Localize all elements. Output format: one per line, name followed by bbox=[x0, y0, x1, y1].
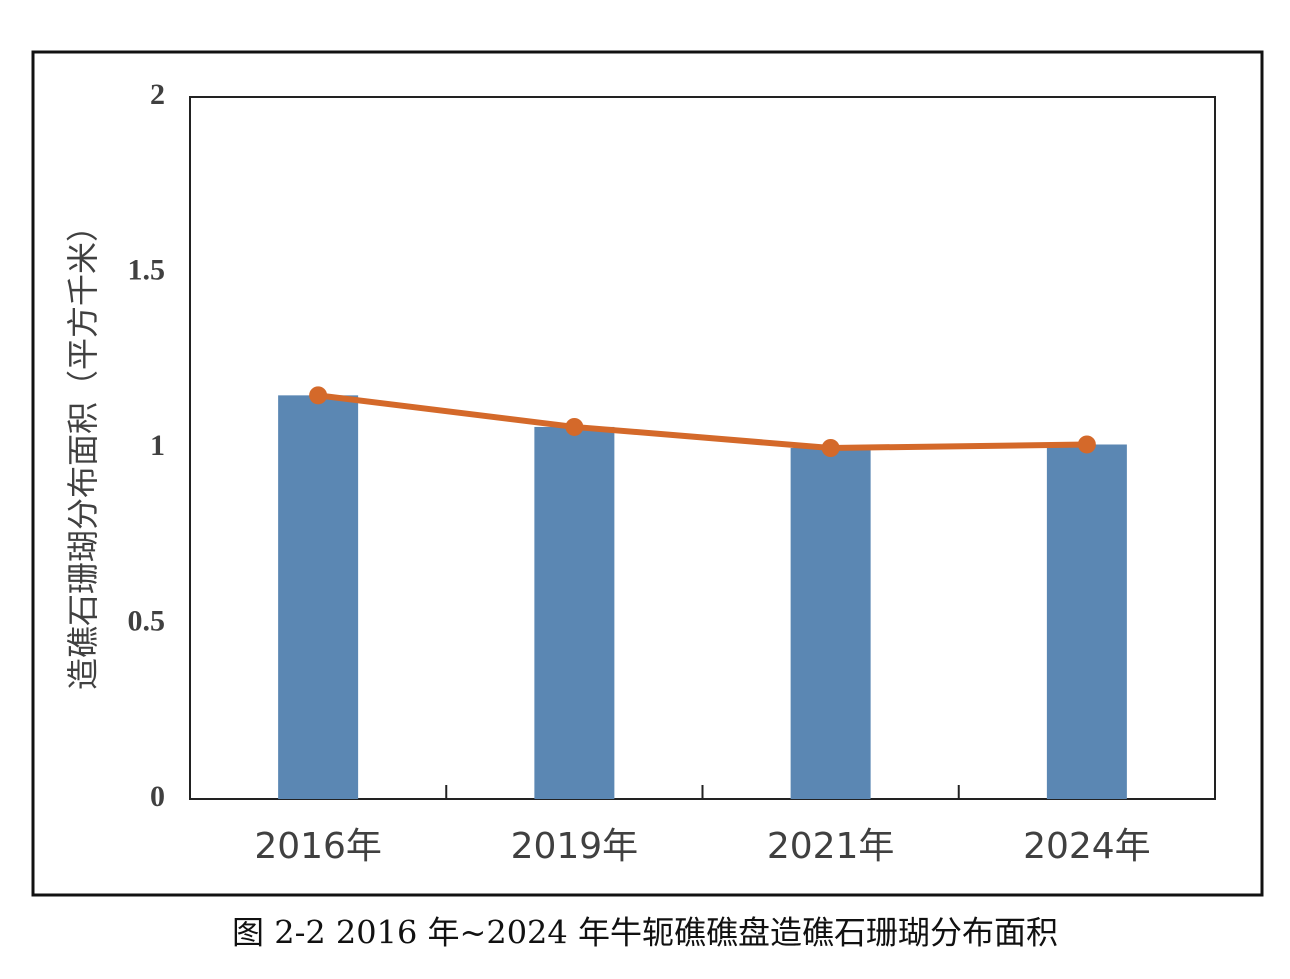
bar bbox=[1046, 444, 1127, 799]
y-tick-label: 0.5 bbox=[128, 604, 166, 637]
caption: 图 2-2 2016 年~2024 年牛轭礁礁盘造礁石珊瑚分布面积 bbox=[232, 914, 1058, 952]
line-point bbox=[1077, 435, 1096, 454]
y-tick-label: 0 bbox=[150, 780, 165, 813]
bar bbox=[534, 426, 615, 799]
y-tick-label: 1.5 bbox=[128, 253, 166, 286]
x-tick-label: 2021年 bbox=[767, 826, 895, 867]
line bbox=[317, 392, 1087, 452]
line-point bbox=[821, 439, 840, 457]
y-tick-label: 1 bbox=[150, 429, 165, 462]
x-tick-label: 2024年 bbox=[1023, 826, 1151, 867]
line-point bbox=[565, 417, 584, 436]
x-tick-label: 2019年 bbox=[511, 826, 639, 867]
line-point bbox=[309, 386, 328, 405]
y-tick-label: 2 bbox=[150, 78, 165, 111]
x-tick-label: 2016年 bbox=[254, 826, 382, 867]
chart-frame bbox=[31, 50, 1264, 897]
y-axis-label: 造礁石珊瑚分布面积（平方千米） bbox=[64, 210, 102, 690]
bar bbox=[790, 448, 871, 799]
bar bbox=[278, 395, 359, 799]
